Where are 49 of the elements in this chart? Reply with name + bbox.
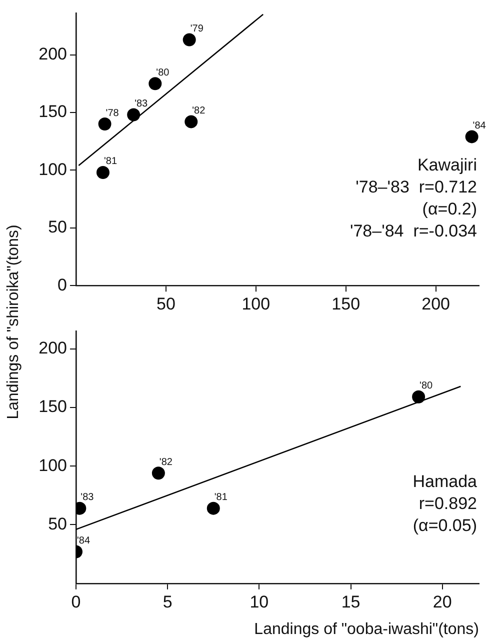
annotation: r=0.892 (418, 494, 477, 514)
x-tick-label: 20 (432, 592, 452, 612)
y-tick-label: 50 (48, 514, 67, 534)
point (465, 130, 478, 144)
y-tick-label: 200 (38, 44, 67, 64)
x-tick-label: 0 (71, 592, 81, 612)
y-tick-label: 150 (38, 397, 67, 416)
y-tick-label: 200 (38, 338, 67, 358)
annotation: '79 (190, 23, 204, 34)
annotation: '78–'83 r=0.712 (356, 177, 477, 196)
annotation: '84 (472, 120, 486, 132)
annotation: '82 (192, 105, 206, 116)
annotation: '83 (134, 98, 148, 110)
y-tick-label: 100 (38, 456, 67, 475)
annotation: '78 (106, 108, 120, 119)
x-tick-label: 10 (250, 592, 269, 612)
y-axis-title: Landings of "shiroika"(tons) (5, 224, 23, 420)
annotation: '78–'84 r=-0.034 (350, 221, 477, 240)
annotation: '84 (77, 535, 90, 546)
x-tick-label: 100 (242, 294, 270, 314)
y-tick-label: 150 (38, 102, 67, 122)
annotation: Kawajiri (417, 155, 477, 174)
annotation: '83 (80, 492, 94, 504)
annotation: (α=0.05) (412, 516, 477, 536)
x-tick-label: 150 (332, 294, 360, 314)
annotation: '80 (156, 67, 170, 78)
point (98, 118, 112, 131)
annotation: '81 (214, 492, 228, 504)
annotation: '80 (420, 380, 434, 392)
point (412, 390, 426, 404)
x-tick-label: 15 (341, 592, 360, 612)
x-tick-label: 5 (162, 592, 172, 612)
annotation: Hamada (412, 472, 478, 492)
x-tick-label: 50 (156, 294, 176, 314)
x-axis-title: Landings of "ooba-iwashi"(tons) (254, 620, 479, 638)
y-tick-label: 50 (48, 218, 67, 237)
annotation: '82 (159, 456, 173, 468)
y-tick-label: 0 (58, 275, 67, 294)
annotation: (α=0.2) (422, 199, 477, 218)
y-tick-label: 100 (38, 160, 67, 179)
point (206, 502, 220, 515)
point (184, 115, 198, 128)
annotation: '81 (104, 156, 118, 168)
point (182, 33, 196, 46)
point (152, 466, 165, 480)
point (96, 166, 110, 179)
point (148, 77, 162, 90)
point (127, 108, 140, 122)
x-tick-label: 200 (422, 294, 450, 314)
